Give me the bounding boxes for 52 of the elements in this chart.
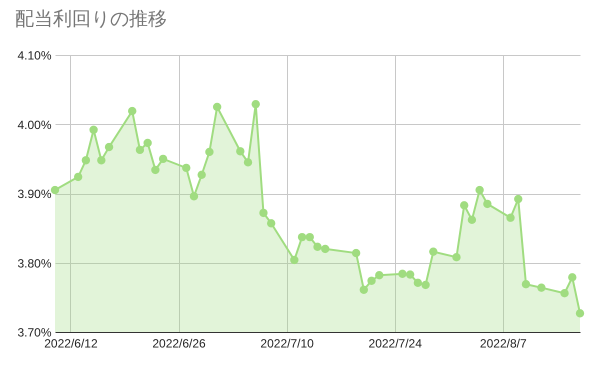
chart-title: 配当利回りの推移 xyxy=(15,9,167,30)
point xyxy=(560,289,569,298)
point xyxy=(190,192,198,200)
point xyxy=(468,216,476,224)
y-tick-label: 4.00% xyxy=(17,118,52,132)
x-tick-label: 2022/7/24 xyxy=(368,336,422,350)
point xyxy=(290,256,299,264)
point xyxy=(321,244,330,254)
point xyxy=(421,280,430,290)
y-tick-label: 3.70% xyxy=(17,326,52,340)
point xyxy=(50,186,60,194)
point xyxy=(82,156,90,164)
point xyxy=(158,154,168,164)
x-tick-label: 2022/6/26 xyxy=(152,336,206,350)
point xyxy=(429,247,438,256)
x-tick-label: 2022/8/7 xyxy=(480,336,527,350)
y-tick-label: 3.80% xyxy=(17,256,52,270)
point xyxy=(198,170,206,179)
point xyxy=(143,138,152,148)
point xyxy=(367,276,376,285)
point xyxy=(182,164,190,172)
point xyxy=(452,253,461,262)
y-tick-label: 4.10% xyxy=(17,48,52,62)
point xyxy=(151,166,160,174)
point xyxy=(252,100,260,108)
point xyxy=(352,248,360,258)
point xyxy=(128,106,136,116)
point xyxy=(104,142,114,152)
point xyxy=(460,201,468,210)
y-tick-label: 3.90% xyxy=(17,187,52,201)
point xyxy=(483,200,492,208)
point xyxy=(506,214,515,222)
point xyxy=(212,102,222,112)
x-tick-label: 2022/7/10 xyxy=(260,336,314,350)
x-tick-label: 2022/6/12 xyxy=(44,336,98,350)
point xyxy=(236,147,244,156)
point xyxy=(244,158,252,167)
point xyxy=(136,146,144,154)
point xyxy=(266,219,276,228)
point xyxy=(537,284,546,292)
point xyxy=(97,156,106,164)
point xyxy=(74,172,82,182)
point xyxy=(522,280,530,288)
point xyxy=(360,286,368,294)
point xyxy=(514,194,522,204)
point xyxy=(205,148,214,156)
point xyxy=(259,208,268,218)
point xyxy=(89,126,98,134)
point xyxy=(475,186,484,194)
point xyxy=(306,232,314,242)
point xyxy=(568,273,576,282)
point xyxy=(406,270,414,279)
